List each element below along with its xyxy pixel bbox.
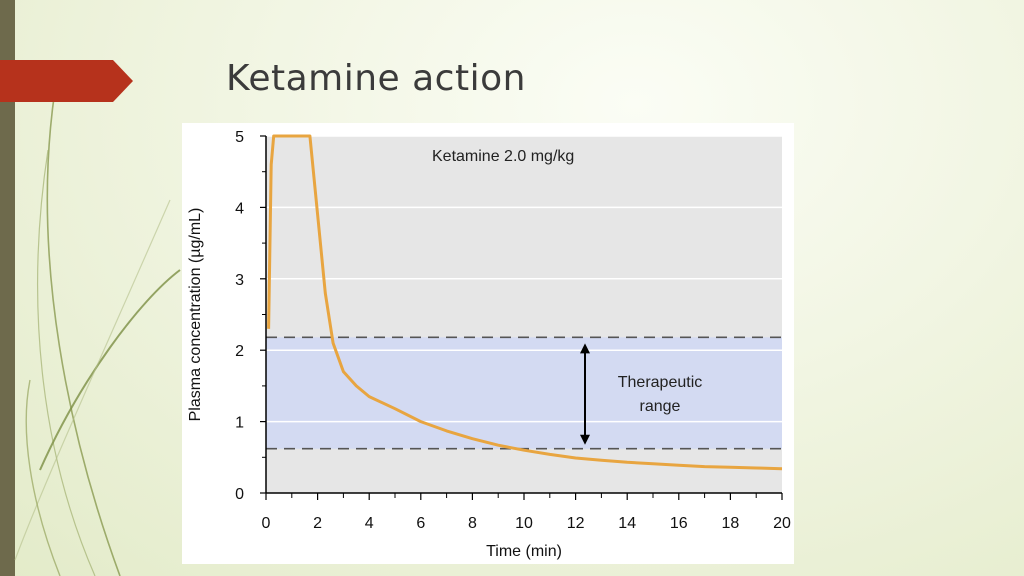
x-tick-label: 4 bbox=[365, 515, 374, 532]
x-tick-label: 6 bbox=[416, 515, 425, 532]
grass-stroke bbox=[46, 89, 121, 576]
series-group bbox=[267, 134, 783, 471]
slide-title: Ketamine action bbox=[226, 58, 526, 99]
therapeutic-band-group bbox=[266, 336, 782, 450]
x-tick-label: 16 bbox=[670, 515, 688, 532]
title-accent-tab bbox=[0, 60, 133, 102]
y-tick-label: 2 bbox=[235, 343, 244, 360]
concentration-curve bbox=[267, 134, 783, 471]
therapeutic-range-label-line1: Therapeutic bbox=[618, 374, 703, 391]
x-tick-label: 8 bbox=[468, 515, 477, 532]
grass-stroke bbox=[39, 269, 181, 471]
y-tick-label: 3 bbox=[235, 272, 244, 289]
x-tick-label: 2 bbox=[313, 515, 322, 532]
x-tick-label: 10 bbox=[515, 515, 533, 532]
grass-stroke bbox=[14, 199, 171, 561]
y-axis-title: Plasma concentration (µg/mL) bbox=[187, 208, 204, 422]
dose-annotation: Ketamine 2.0 mg/kg bbox=[432, 148, 574, 165]
x-tick-label: 20 bbox=[773, 515, 791, 532]
x-tick-label: 18 bbox=[722, 515, 740, 532]
y-tick-label: 4 bbox=[235, 200, 244, 217]
x-axis-title: Time (min) bbox=[486, 543, 562, 560]
gridlines-group bbox=[266, 135, 782, 423]
x-tick-label: 12 bbox=[567, 515, 585, 532]
axes-group bbox=[260, 135, 783, 500]
grass-stroke bbox=[37, 149, 96, 576]
grass-stroke bbox=[25, 379, 61, 576]
therapeutic-range-band bbox=[266, 337, 782, 449]
y-tick-label: 0 bbox=[235, 486, 244, 503]
y-tick-label: 1 bbox=[235, 415, 244, 432]
x-tick-label: 0 bbox=[262, 515, 271, 532]
chart-figure: 0 1 2 3 4 5 0 2 4 6 8 10 12 14 16 18 20 Time (min) Plasma … bbox=[182, 123, 794, 564]
range-arrow-head-down bbox=[580, 434, 590, 445]
left-bar bbox=[0, 0, 15, 576]
x-tick-label: 14 bbox=[618, 515, 636, 532]
range-arrow-head-up bbox=[580, 343, 590, 354]
y-tick-label: 5 bbox=[235, 129, 244, 146]
therapeutic-range-label-line2: range bbox=[640, 398, 681, 415]
